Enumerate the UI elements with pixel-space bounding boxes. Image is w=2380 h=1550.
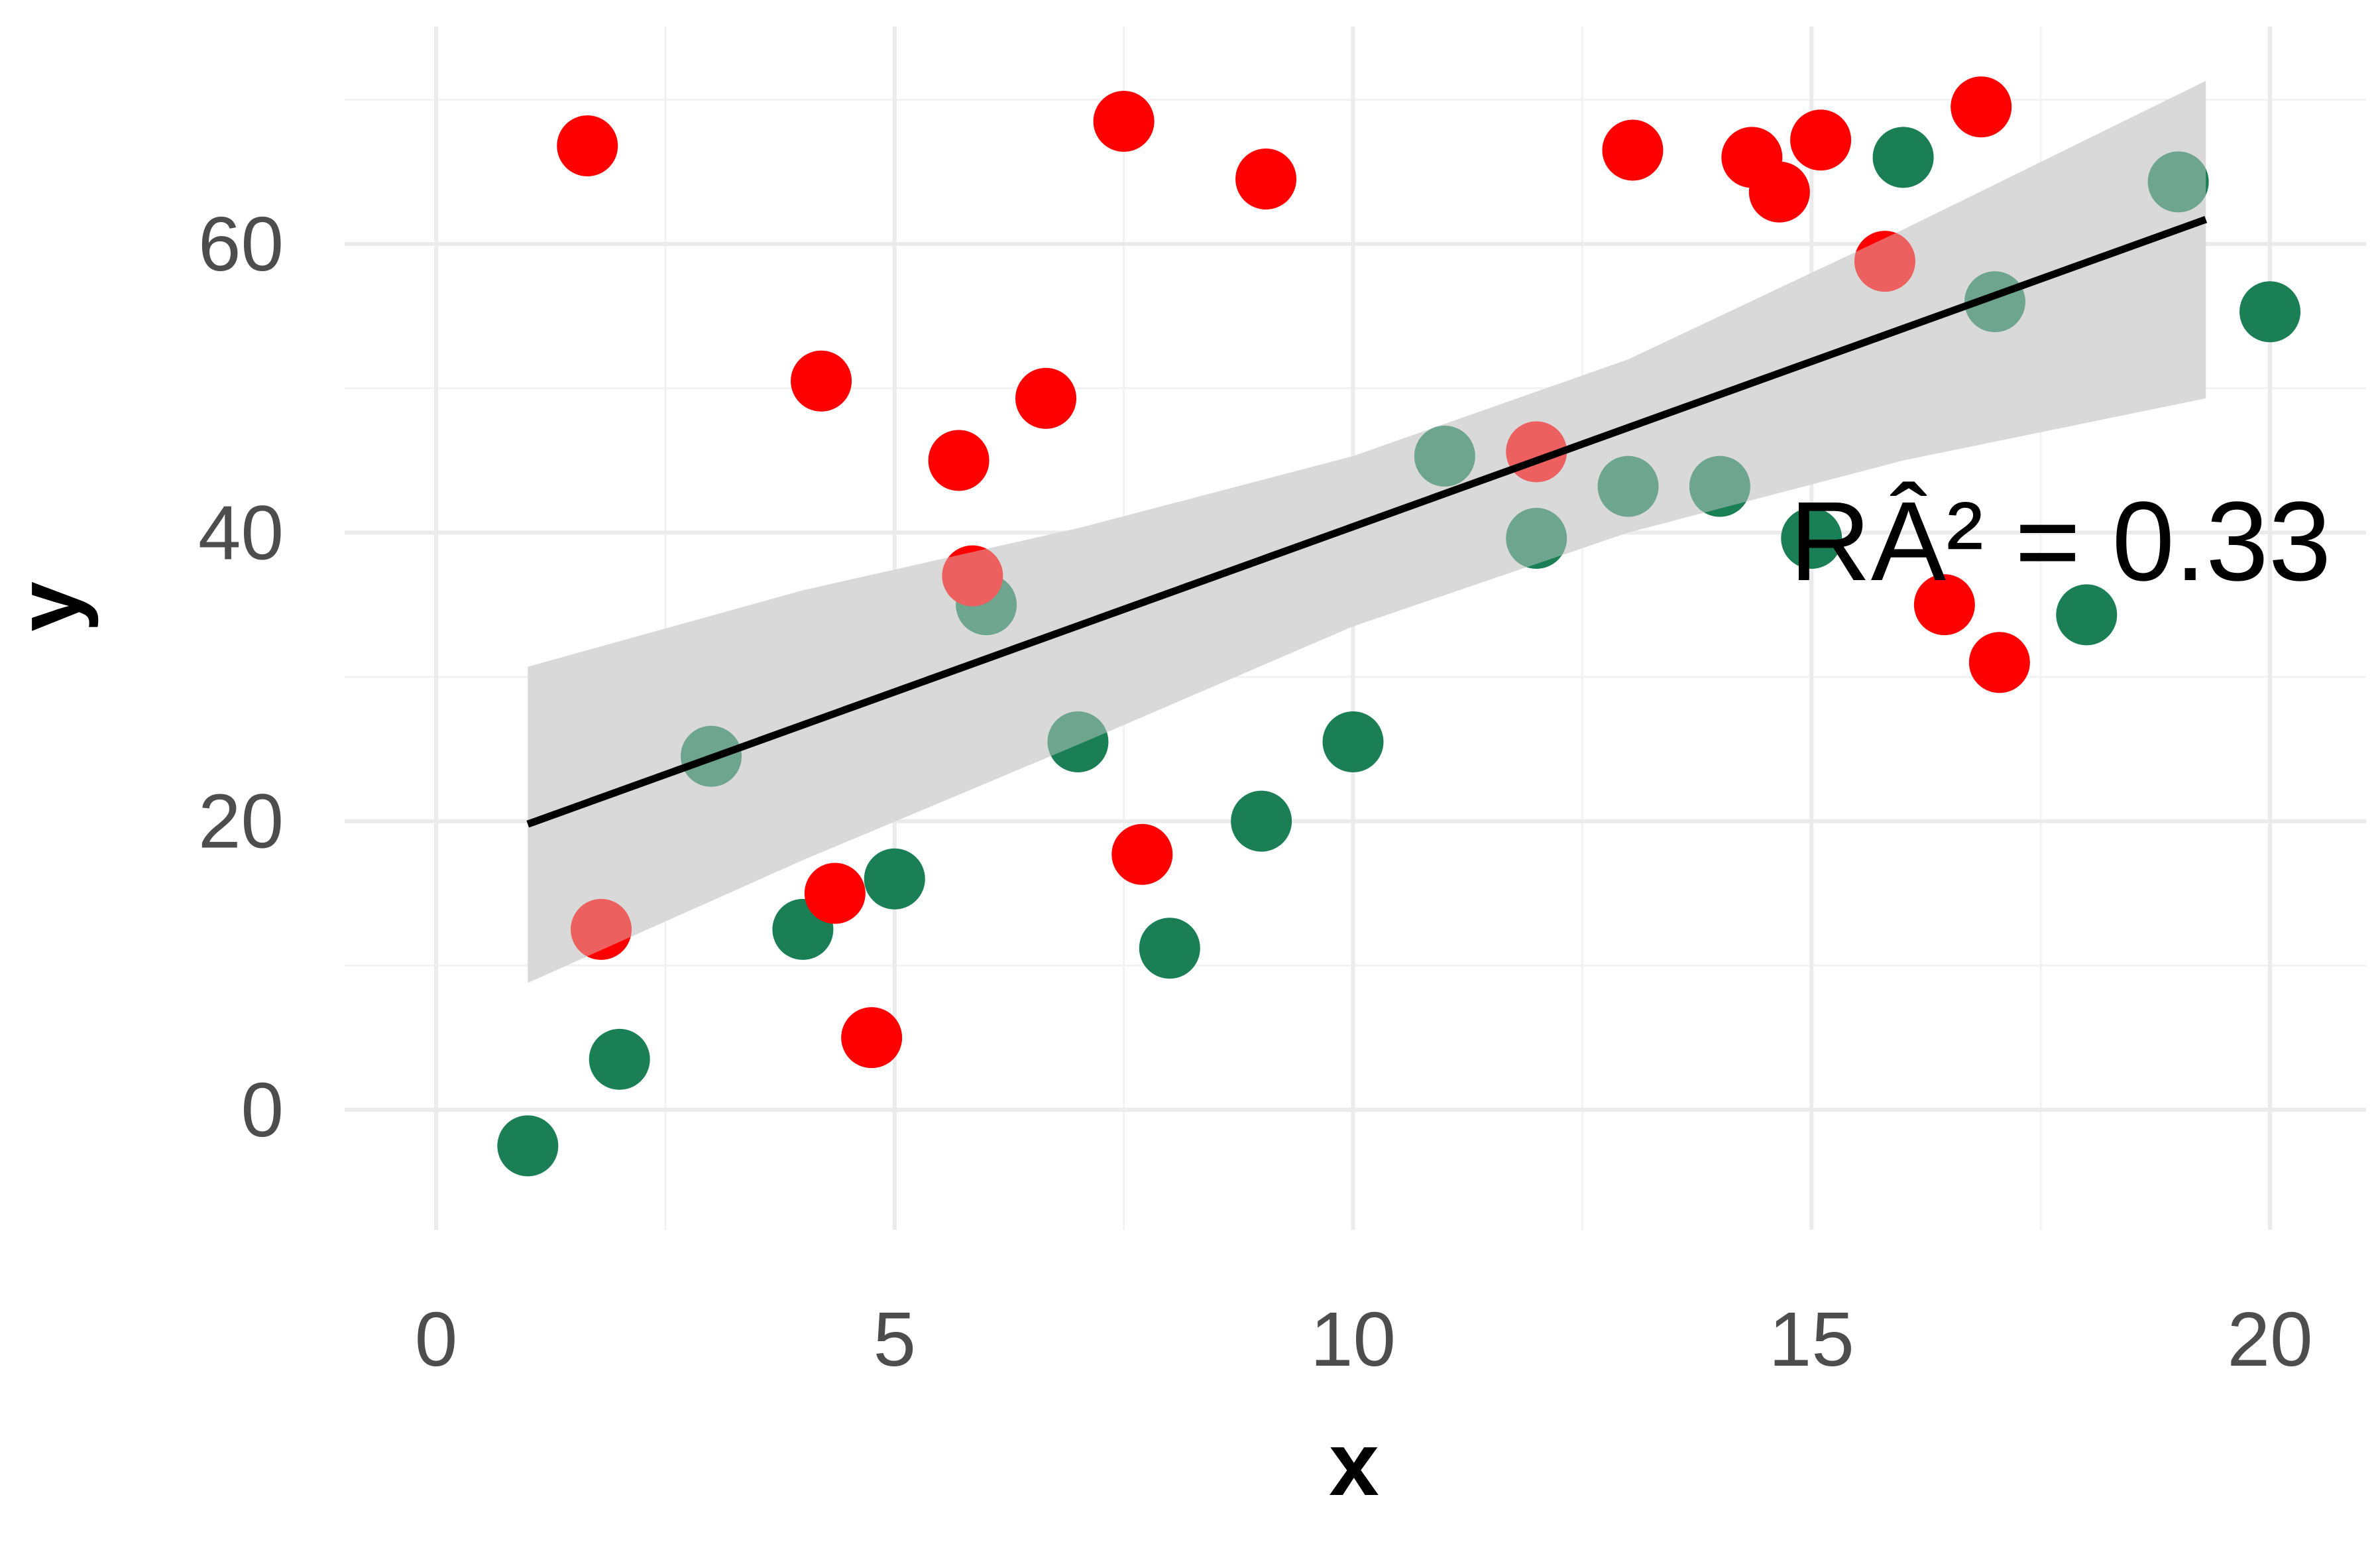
data-point-red xyxy=(1854,231,1915,292)
data-point-red xyxy=(1015,367,1077,429)
data-point-green xyxy=(1689,455,1750,517)
y-tick-label: 60 xyxy=(198,201,284,287)
data-point-red xyxy=(1093,90,1155,152)
y-tick-label: 20 xyxy=(198,778,284,864)
tick-label-layer: 0 5 10 15 20 0 20 40 60 xyxy=(198,201,2313,1382)
data-point-red xyxy=(1951,76,2012,138)
x-tick-label: 10 xyxy=(1310,1296,1396,1382)
r-squared-annotation: RÂ² = 0.33 xyxy=(1789,479,2331,605)
data-point-red xyxy=(791,350,852,412)
data-point-red xyxy=(1602,119,1664,181)
data-point-green xyxy=(2239,281,2300,343)
y-tick-label: 40 xyxy=(198,489,284,575)
data-point-green xyxy=(864,848,925,910)
data-point-green xyxy=(497,1115,559,1177)
data-point-green xyxy=(2056,584,2118,646)
x-tick-label: 5 xyxy=(873,1296,916,1382)
data-point-red xyxy=(1790,109,1852,171)
x-axis-title: x xyxy=(1329,1413,1379,1514)
y-tick-label: 0 xyxy=(241,1067,284,1153)
confidence-band-layer xyxy=(528,81,2206,983)
data-point-green xyxy=(2147,151,2209,213)
data-point-red xyxy=(1968,632,2030,693)
data-point-green xyxy=(1597,455,1659,517)
data-point-red xyxy=(1913,574,1975,636)
data-point-green xyxy=(1414,425,1475,487)
data-point-red xyxy=(1748,161,1810,223)
data-point-red xyxy=(804,863,866,924)
data-point-red xyxy=(942,545,1003,607)
data-point-red xyxy=(557,115,618,176)
confidence-band xyxy=(528,81,2206,983)
data-point-green xyxy=(1872,127,1934,188)
x-tick-label: 0 xyxy=(415,1296,458,1382)
data-point-red xyxy=(928,430,990,491)
data-point-green xyxy=(589,1028,650,1090)
data-point-red xyxy=(1235,149,1297,210)
data-point-green xyxy=(1322,711,1384,772)
data-point-red xyxy=(571,898,632,960)
data-point-green xyxy=(1047,711,1109,772)
x-tick-label: 15 xyxy=(1769,1296,1854,1382)
data-point-red xyxy=(841,1007,903,1069)
trend-line-overlay xyxy=(526,215,2208,828)
axis-title-layer: x y xyxy=(0,581,1379,1514)
data-point-green xyxy=(1139,918,1200,979)
x-tick-label: 20 xyxy=(2227,1296,2312,1382)
data-point-red xyxy=(1111,823,1173,885)
data-point-green xyxy=(1781,508,1842,569)
y-axis-title: y xyxy=(0,581,99,632)
points-layer xyxy=(497,76,2300,1177)
annotation-layer: RÂ² = 0.33 xyxy=(1789,479,2331,605)
data-point-green xyxy=(1231,790,1292,852)
confidence-band-overlay xyxy=(528,81,2206,983)
data-point-green xyxy=(1506,508,1567,569)
